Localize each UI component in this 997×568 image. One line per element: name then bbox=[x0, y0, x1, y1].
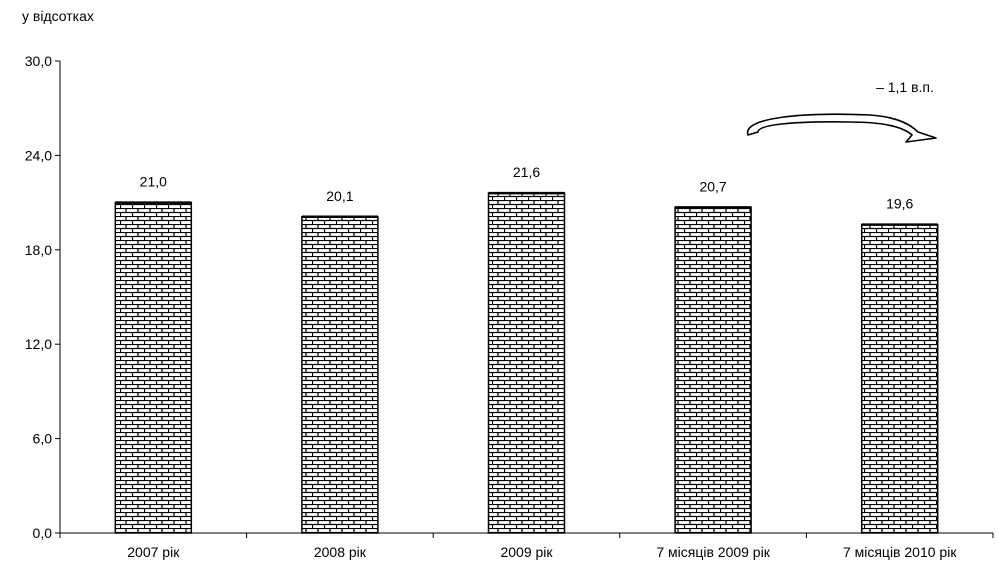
y-tick-label: 24,0 bbox=[25, 147, 52, 163]
data-label: 19,6 bbox=[886, 196, 913, 212]
data-label: 20,1 bbox=[326, 188, 353, 204]
data-label: 21,6 bbox=[513, 164, 540, 180]
bar bbox=[860, 223, 939, 534]
bar bbox=[487, 192, 566, 534]
data-label: 20,7 bbox=[699, 178, 726, 194]
bar bbox=[114, 201, 193, 534]
bar bbox=[674, 206, 752, 534]
x-tick-label: 2009 рік bbox=[500, 544, 553, 560]
y-tick-label: 6,0 bbox=[33, 431, 53, 447]
curved-arrow-icon bbox=[746, 113, 937, 143]
x-tick-label: 2008 рік bbox=[314, 544, 367, 560]
y-tick-label: 12,0 bbox=[25, 336, 52, 352]
y-tick-label: 0,0 bbox=[33, 525, 53, 541]
unit-label: у відсотках bbox=[22, 8, 94, 24]
y-tick-label: 30,0 bbox=[25, 53, 52, 69]
x-tick-label: 2007 рік bbox=[127, 544, 180, 560]
bar bbox=[301, 216, 379, 534]
data-label: 21,0 bbox=[140, 174, 167, 190]
bars bbox=[114, 191, 939, 534]
y-tick-label: 18,0 bbox=[25, 242, 52, 258]
annotation-text: – 1,1 в.п. bbox=[876, 79, 934, 95]
x-tick-label: 7 місяців 2010 рік bbox=[843, 544, 957, 560]
labels: 21,0 2007 рік 20,1 2008 рік 21,6 2009 рік 20,7… bbox=[127, 164, 957, 560]
x-tick-label: 7 місяців 2009 рік bbox=[656, 544, 770, 560]
change-annotation: – 1,1 в.п. bbox=[746, 79, 937, 143]
